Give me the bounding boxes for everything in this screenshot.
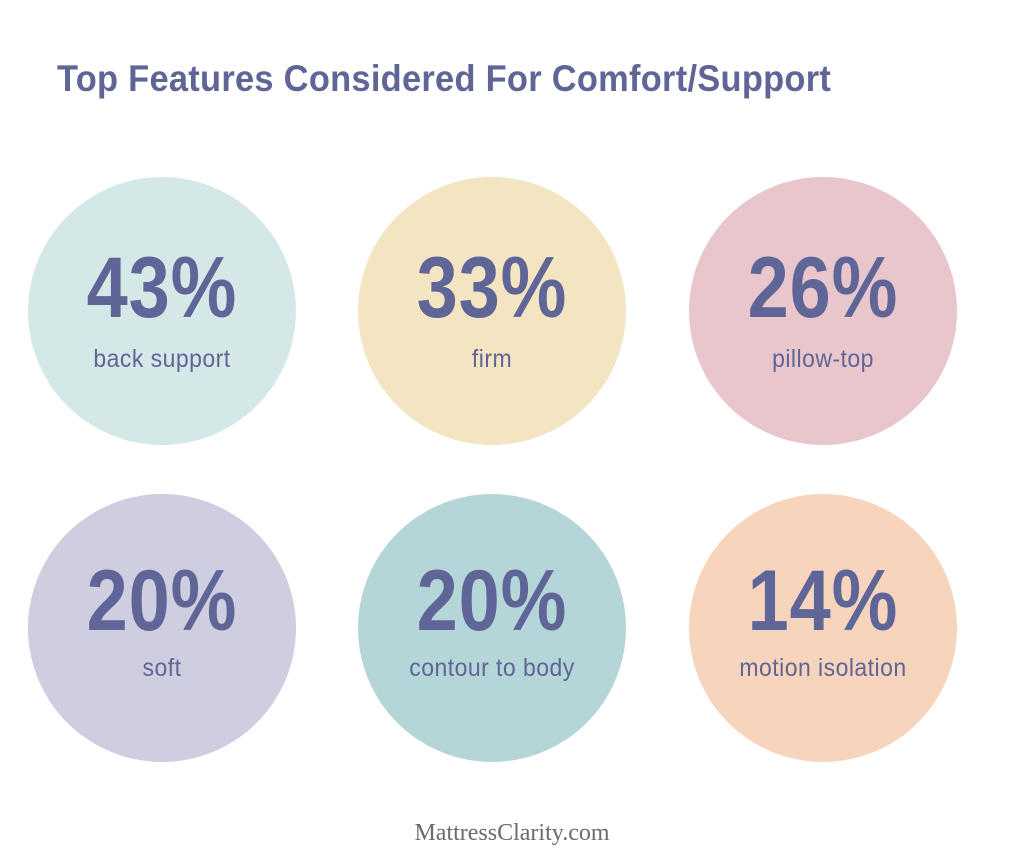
stat-value: 20% xyxy=(416,553,568,649)
stat-value: 43% xyxy=(86,240,238,336)
stat-value: 14% xyxy=(747,553,899,649)
stat-label: soft xyxy=(142,654,182,682)
stat-label: motion isolation xyxy=(739,654,907,682)
stat-value: 33% xyxy=(416,240,568,336)
stat-circle: 26% pillow-top xyxy=(689,177,957,445)
stat-label: firm xyxy=(471,345,513,373)
source-footer: MattressClarity.com xyxy=(414,820,610,846)
stat-label: pillow-top xyxy=(772,345,874,373)
stat-circle: 43% back support xyxy=(28,177,296,445)
stat-circle: 20% soft xyxy=(28,494,296,762)
chart-title: Top Features Considered For Comfort/Supp… xyxy=(57,58,832,99)
stat-value: 20% xyxy=(86,553,238,649)
stat-value: 26% xyxy=(747,240,899,336)
stat-label: contour to body xyxy=(409,654,575,682)
stat-circle: 20% contour to body xyxy=(358,494,626,762)
stat-circle: 14% motion isolation xyxy=(689,494,957,762)
stat-circle: 33% firm xyxy=(358,177,626,445)
stat-label: back support xyxy=(93,345,231,373)
